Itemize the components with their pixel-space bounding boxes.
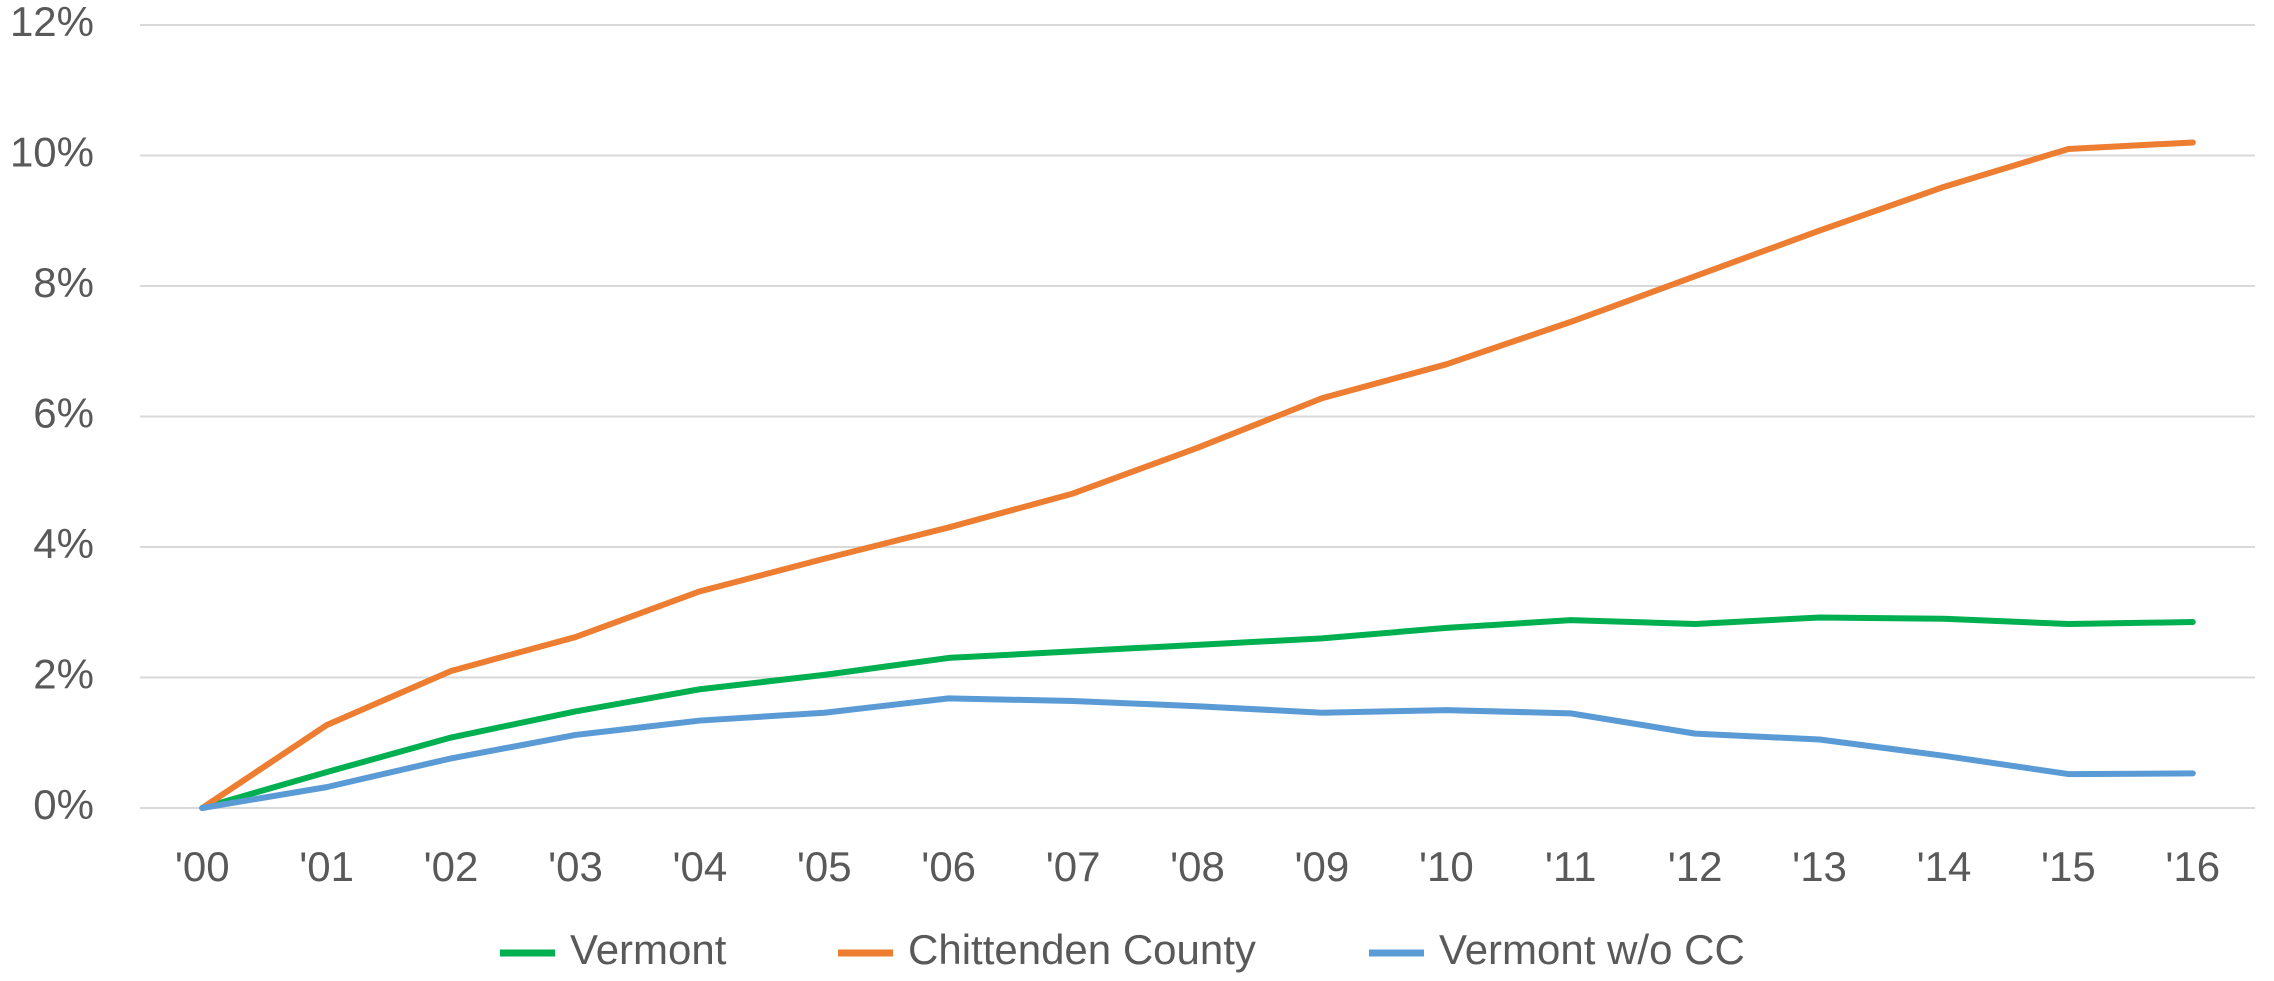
- legend-label: Vermont: [570, 926, 727, 973]
- x-tick-label: '00: [175, 843, 230, 890]
- x-tick-label: '09: [1295, 843, 1350, 890]
- x-tick-label: '04: [672, 843, 727, 890]
- legend-label: Chittenden County: [908, 926, 1256, 973]
- y-tick-label: 6%: [33, 390, 94, 437]
- x-tick-label: '01: [299, 843, 354, 890]
- y-tick-label: 12%: [10, 0, 94, 45]
- series-line: [199, 139, 2196, 811]
- x-tick-label: '06: [921, 843, 976, 890]
- y-tick-label: 2%: [33, 651, 94, 698]
- x-tick-label: '12: [1668, 843, 1723, 890]
- y-tick-label: 10%: [10, 129, 94, 176]
- x-tick-label: '02: [424, 843, 479, 890]
- series-line: [199, 614, 2196, 811]
- x-tick-label: '03: [548, 843, 603, 890]
- y-tick-label: 0%: [33, 781, 94, 828]
- x-tick-label: '13: [1792, 843, 1847, 890]
- series-line: [199, 695, 2196, 811]
- y-tick-label: 4%: [33, 520, 94, 567]
- x-tick-label: '16: [2165, 843, 2220, 890]
- legend-label: Vermont w/o CC: [1439, 926, 1745, 973]
- x-tick-label: '11: [1545, 843, 1597, 890]
- x-tick-label: '08: [1170, 843, 1225, 890]
- x-tick-label: '07: [1046, 843, 1101, 890]
- y-tick-label: 8%: [33, 259, 94, 306]
- x-tick-label: '05: [797, 843, 852, 890]
- x-tick-label: '15: [2041, 843, 2096, 890]
- x-tick-label: '14: [1917, 843, 1972, 890]
- x-tick-label: '10: [1419, 843, 1474, 890]
